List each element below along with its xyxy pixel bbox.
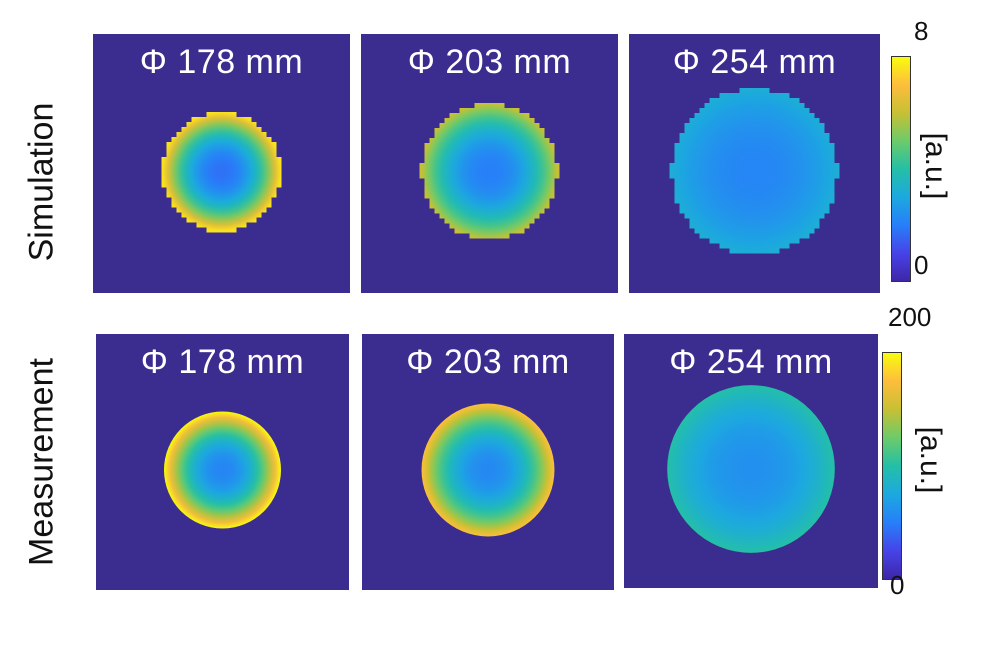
meas-panel-203: Φ 203 mm	[362, 334, 614, 590]
phantom-disc	[669, 88, 840, 254]
meas-panel-254: Φ 254 mm	[624, 334, 878, 588]
sim-panel-203: Φ 203 mm	[361, 34, 618, 293]
phantom-disc	[419, 103, 560, 239]
panel-title: Φ 178 mm	[140, 343, 305, 381]
colorbar-max-label: 200	[888, 302, 932, 332]
meas-phantom-254	[624, 334, 878, 588]
sim-phantom-254	[629, 34, 880, 293]
colorbar-unit: [a.u.]	[914, 426, 947, 494]
meas-phantom-178	[96, 334, 349, 590]
meas-panel-178: Φ 178 mm	[96, 334, 349, 590]
panel-title: Φ 254 mm	[672, 43, 837, 81]
sim-panel-254: Φ 254 mm	[629, 34, 880, 293]
colorbar-simulation	[891, 56, 911, 282]
colorbar-min-label: 0	[890, 570, 905, 600]
panel-title: Φ 178 mm	[139, 43, 304, 81]
phantom-disc	[421, 403, 555, 537]
meas-phantom-203	[362, 334, 614, 590]
sim-phantom-178	[93, 34, 350, 293]
colorbar-measurement	[882, 352, 902, 580]
sim-phantom-203	[361, 34, 618, 293]
phantom-disc	[161, 112, 282, 233]
colorbar-min-label: 0	[914, 250, 929, 280]
row-label-measurement: Measurement	[22, 358, 61, 566]
row-label-simulation: Simulation	[22, 102, 61, 262]
panel-title: Φ 254 mm	[669, 343, 833, 381]
phantom-disc	[667, 385, 835, 553]
sim-panel-178: Φ 178 mm	[93, 34, 350, 293]
panel-title: Φ 203 mm	[407, 43, 572, 81]
colorbar-max-label: 8	[914, 16, 929, 46]
phantom-disc	[163, 411, 282, 529]
panel-title: Φ 203 mm	[406, 343, 570, 381]
colorbar-unit: [a.u.]	[919, 132, 952, 200]
